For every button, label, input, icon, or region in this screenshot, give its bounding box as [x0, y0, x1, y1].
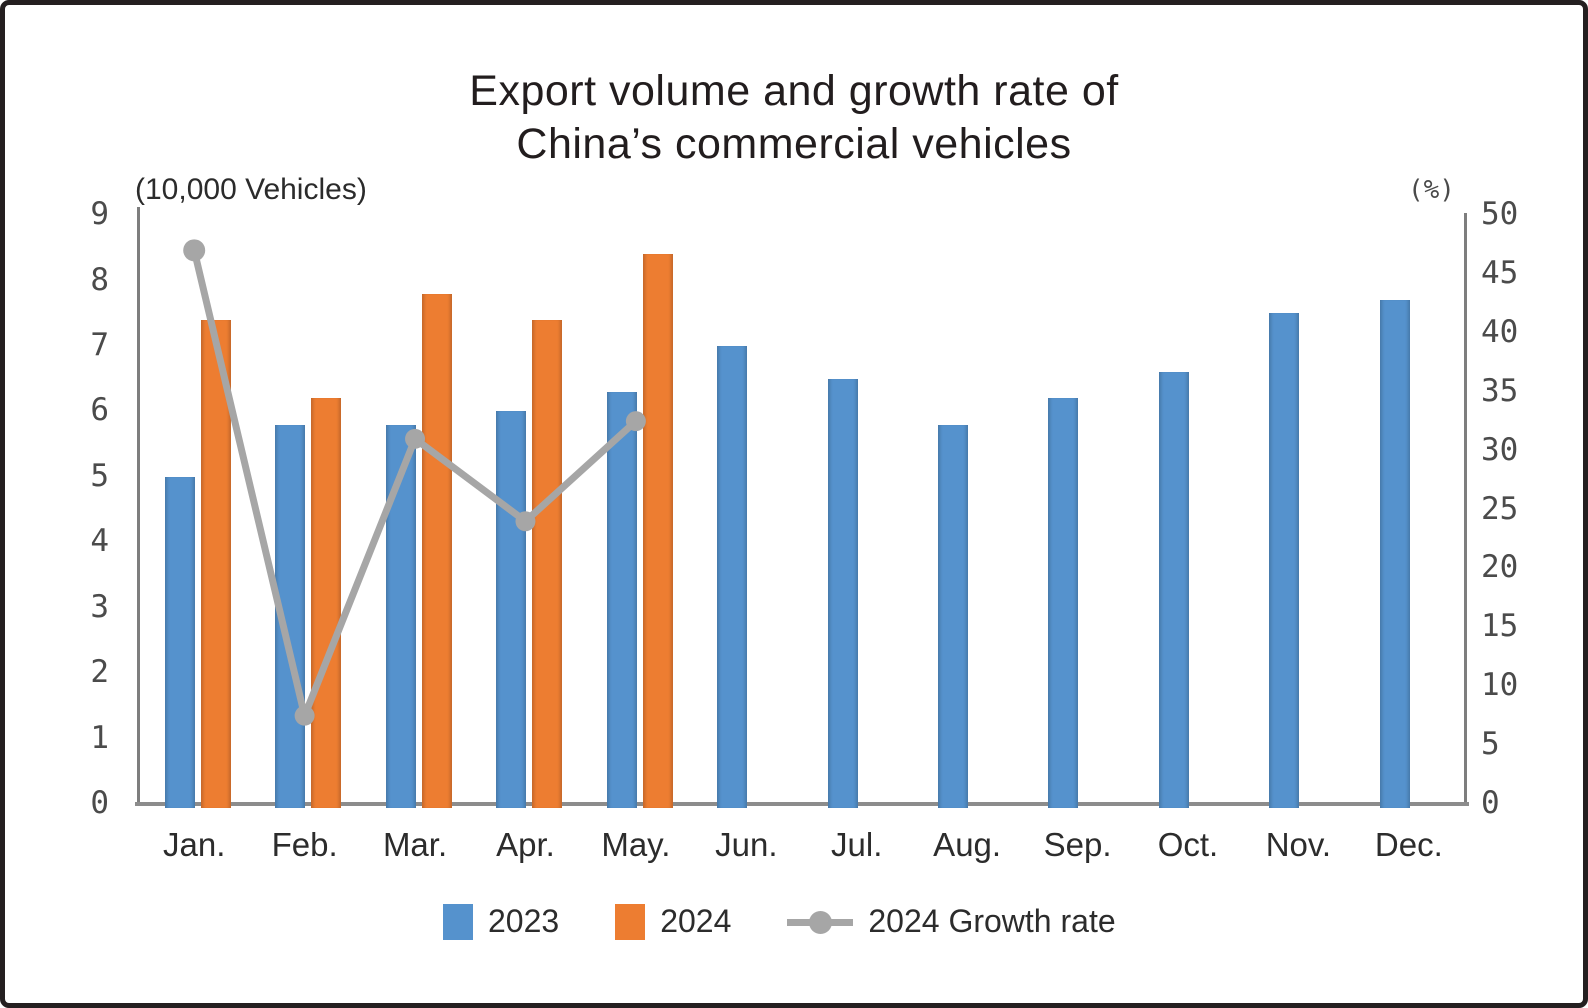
x-axis-label-May: May.	[601, 826, 671, 863]
bar-2023-Feb	[275, 424, 306, 808]
x-axis-label-Mar: Mar.	[382, 826, 448, 863]
right-axis-tick-15: 15	[1481, 608, 1519, 645]
bar-2023-Nov	[1269, 313, 1300, 808]
x-axis-label-Apr: Apr.	[496, 826, 555, 863]
left-axis-tick-3: 3	[90, 588, 109, 625]
legend-item-growth-rate: 2024 Growth rate	[787, 903, 1116, 940]
x-axis-label-Nov: Nov.	[1265, 826, 1332, 863]
left-axis-tick-0: 0	[90, 785, 109, 821]
x-axis-label-Dec: Dec.	[1374, 826, 1443, 863]
left-axis-tick-2: 2	[90, 654, 109, 691]
bar-2023-Aug	[937, 424, 968, 808]
right-axis-unit-label: (%)	[1408, 175, 1455, 205]
x-axis-label-Jan: Jan.	[163, 826, 226, 863]
bar-2023-Sep	[1048, 398, 1079, 808]
x-axis-label-Jul: Jul.	[831, 826, 883, 863]
left-axis-tick-4: 4	[90, 523, 109, 560]
legend: 2023 2024 2024 Growth rate	[443, 903, 1116, 940]
right-axis-tick-10: 10	[1481, 667, 1519, 704]
bar-2023-Mar	[385, 424, 416, 808]
chart-title: Export volume and growth rate of China’s…	[5, 65, 1583, 171]
right-axis-tick-50: 50	[1481, 196, 1519, 232]
right-axis-tick-40: 40	[1481, 313, 1519, 350]
left-axis-tick-8: 8	[90, 261, 109, 298]
bar-2024-Mar	[421, 293, 452, 808]
bar-2023-Apr	[496, 411, 527, 808]
bar-2023-Oct	[1158, 372, 1189, 808]
growth-rate-marker	[183, 239, 206, 262]
bar-2023-Jun	[717, 345, 748, 808]
right-axis-tick-30: 30	[1481, 431, 1519, 468]
legend-item-2023: 2023	[443, 903, 559, 940]
right-axis-tick-0: 0	[1481, 785, 1500, 821]
legend-label-2024: 2024	[660, 903, 732, 939]
legend-label-2023: 2023	[488, 903, 560, 939]
bar-2023-Dec	[1379, 300, 1410, 808]
legend-swatch-2024	[615, 903, 646, 940]
right-axis-tick-5: 5	[1481, 726, 1500, 763]
x-axis-label-Feb: Feb.	[271, 826, 338, 863]
bar-2024-Apr	[532, 319, 563, 808]
left-axis-tick-6: 6	[90, 392, 109, 429]
x-axis-label-Sep: Sep.	[1043, 826, 1112, 863]
chart-title-line1: Export volume and growth rate of	[469, 67, 1119, 115]
legend-label-growth-rate: 2024 Growth rate	[868, 903, 1116, 939]
bar-2024-May	[642, 254, 673, 808]
right-axis-line	[1464, 213, 1467, 805]
x-axis-label-Aug: Aug.	[933, 826, 1002, 863]
bar-2024-Jan	[201, 319, 231, 808]
left-axis-tick-5: 5	[90, 457, 109, 494]
left-axis-tick-1: 1	[90, 719, 109, 756]
legend-item-2024: 2024	[615, 903, 731, 940]
bar-2023-May	[606, 391, 637, 808]
right-axis-tick-20: 20	[1481, 549, 1519, 586]
right-axis-tick-25: 25	[1481, 490, 1519, 527]
legend-swatch-2023	[443, 903, 473, 940]
bar-2024-Feb	[311, 398, 342, 808]
bar-2023-Jul	[827, 378, 858, 808]
right-axis-tick-35: 35	[1481, 372, 1519, 409]
left-axis-tick-7: 7	[90, 326, 109, 363]
x-axis-label-Oct: Oct.	[1157, 826, 1219, 863]
x-axis-line	[135, 802, 1469, 806]
left-axis-tick-9: 9	[90, 196, 109, 233]
x-axis-label-Jun: Jun.	[715, 826, 778, 863]
chart-title-line2: China’s commercial vehicles	[516, 120, 1072, 168]
left-axis-unit-label: (10,000 Vehicles)	[135, 173, 367, 206]
right-axis-tick-45: 45	[1481, 254, 1519, 291]
left-axis-line	[137, 207, 140, 805]
growth-line-legend-icon	[787, 904, 854, 940]
bar-2023-Jan	[165, 476, 195, 808]
